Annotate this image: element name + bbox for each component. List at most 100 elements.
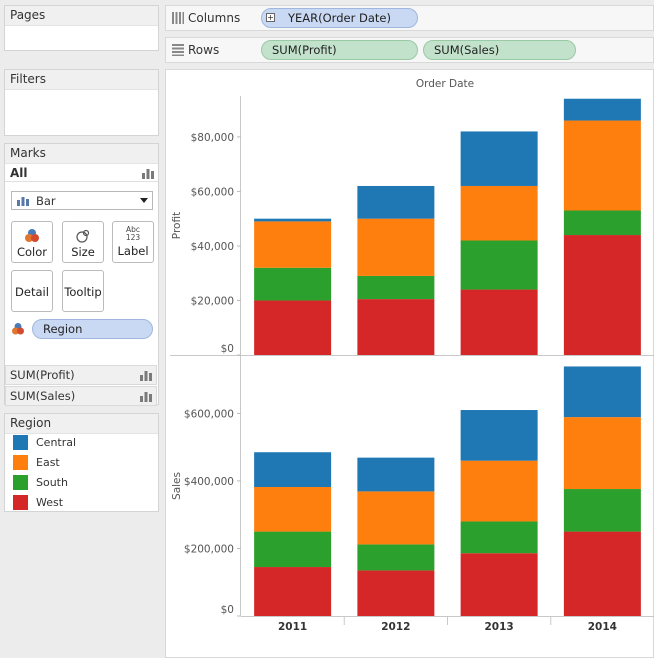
bar-profit-2012-central [357,185,435,219]
bar-profit-2013-south [460,240,538,290]
marks-card: Marks All Bar Color Size Abc 123 Label D… [4,143,159,405]
bar-icon [17,197,29,206]
bar-sales-2013-central [460,410,538,461]
bar-sales-2012-south [357,544,435,571]
mark-type-value: Bar [36,194,56,208]
y-axis-title: Profit [171,212,183,239]
x-tick-label: 2011 [278,621,307,633]
sum-sales-pill[interactable]: SUM(Sales) [423,40,576,60]
size-button[interactable]: Size [62,221,104,263]
bar-profit-2012-south [357,275,435,300]
measure-sales-row[interactable]: SUM(Sales) [5,386,157,406]
bar-profit-2011-west [254,300,332,355]
detail-button-label: Detail [15,285,49,299]
y-tick-label: $60,000 [191,186,234,198]
bar-profit-2014-west [563,235,641,355]
label-button-label: Label [117,244,149,258]
bar-sales-2013-south [460,521,538,554]
pages-title: Pages [5,6,158,26]
bar-sales-2011-south [254,531,332,568]
legend-item-south[interactable]: South [13,474,68,490]
bar-sales-2014-east [563,417,641,490]
marks-title: Marks [5,144,158,164]
rows-icon [172,44,184,56]
filters-card[interactable]: Filters [4,69,159,136]
color-encoding-icon [12,323,24,335]
bar-sales-2013-west [460,553,538,616]
legend-swatch [13,434,28,450]
bar-profit-2013-central [460,131,538,186]
y-tick-label: $0 [221,343,234,355]
bar-chart-icon [142,169,154,179]
bar-chart-icon [140,392,152,402]
bar-profit-2011-east [254,221,332,268]
color-button[interactable]: Color [11,221,53,263]
bar-profit-2014-east [563,120,641,211]
bar-profit-2014-central [563,98,641,121]
legend-swatch [13,494,28,510]
measure-profit-row[interactable]: SUM(Profit) [5,365,157,385]
legend-item-central[interactable]: Central [13,434,76,450]
bar-profit-2013-east [460,185,538,241]
y-axis-title: Sales [171,472,183,500]
bar-profit-2014-south [563,210,641,236]
columns-shelf-label: Columns [188,11,241,25]
legend-item-west[interactable]: West [13,494,63,510]
y-tick-label: $600,000 [184,408,234,420]
bar-sales-2011-west [254,567,332,616]
stacked-bar-chart[interactable]: Order Date Profit $0 $20,000 $40,000 $60,000 $… [166,70,654,658]
y-tick-label: $40,000 [191,241,234,253]
bar-sales-2014-central [563,366,641,418]
rows-shelf-label: Rows [188,43,220,57]
legend-label: East [36,455,60,469]
bar-sales-2012-east [357,491,435,545]
filters-title: Filters [5,70,158,90]
measure-profit-label: SUM(Profit) [10,368,75,382]
bar-profit-2013-west [460,289,538,355]
legend-item-east[interactable]: East [13,454,60,470]
year-order-date-pill[interactable]: + YEAR(Order Date) [261,8,418,28]
detail-button[interactable]: Detail [11,270,53,312]
rows-shelf[interactable]: Rows SUM(Profit) SUM(Sales) [165,37,654,63]
color-button-label: Color [16,245,48,259]
marks-all-row[interactable]: All [5,164,158,182]
bar-profit-2012-west [357,299,435,355]
y-tick-label: $400,000 [184,476,234,488]
bar-sales-2012-central [357,457,435,492]
bar-sales-2014-west [563,531,641,616]
label-icon: Abc 123 [125,225,141,242]
bar-sales-2011-central [254,452,332,488]
viz-area[interactable]: Order Date Profit $0 $20,000 $40,000 $60,000 $… [165,69,654,658]
y-tick-label: $0 [221,604,234,616]
bar-sales-2013-east [460,460,538,522]
chart-title: Order Date [416,78,474,90]
columns-icon [172,12,184,24]
year-order-date-label: YEAR(Order Date) [288,11,391,25]
bar-sales-2014-south [563,489,641,532]
bar-profit-2011-south [254,267,332,301]
y-tick-label: $80,000 [191,132,234,144]
sum-profit-pill[interactable]: SUM(Profit) [261,40,418,60]
bar-sales-2012-west [357,570,435,616]
mark-type-dropdown[interactable]: Bar [11,191,153,210]
bar-profit-2012-east [357,218,435,276]
legend-swatch [13,454,28,470]
bar-sales-2011-east [254,487,332,532]
label-button[interactable]: Abc 123 Label [112,221,154,263]
region-color-pill[interactable]: Region [32,319,153,339]
legend-swatch [13,474,28,490]
pages-card[interactable]: Pages [4,5,159,51]
size-button-label: Size [71,245,95,259]
x-tick-label: 2014 [588,621,617,633]
tooltip-button[interactable]: Tooltip [62,270,104,312]
y-tick-label: $20,000 [191,295,234,307]
legend-label: Central [36,435,77,449]
legend-label: South [36,475,68,489]
color-icon [25,229,39,242]
x-tick-label: 2012 [381,621,410,633]
expand-plus-icon[interactable]: + [266,13,275,22]
chevron-down-icon [140,198,148,203]
marks-all-label: All [10,166,28,180]
x-tick-label: 2013 [485,621,514,633]
columns-shelf[interactable]: Columns + YEAR(Order Date) [165,5,654,31]
